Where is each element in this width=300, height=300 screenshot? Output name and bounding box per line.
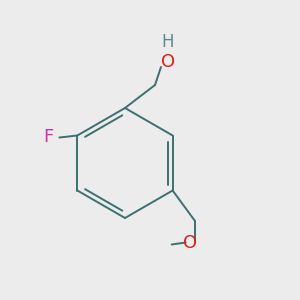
Text: F: F [43, 128, 53, 146]
Text: H: H [162, 33, 174, 51]
Text: O: O [183, 233, 197, 251]
Text: O: O [161, 53, 175, 71]
